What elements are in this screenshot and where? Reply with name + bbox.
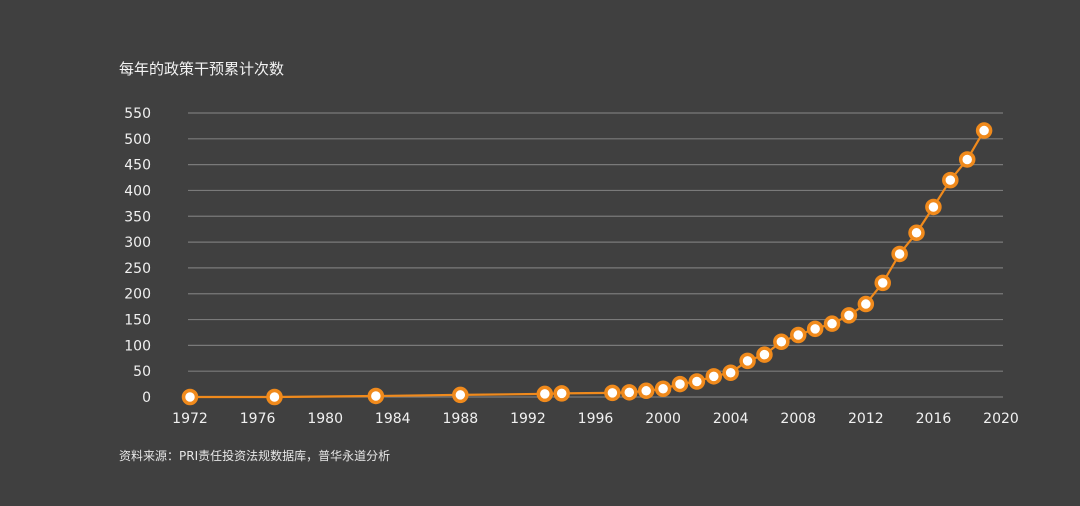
series-line-group — [190, 130, 986, 399]
y-tick-label: 200 — [124, 287, 151, 303]
x-tick-label: 1996 — [578, 411, 614, 427]
data-point-2018 — [958, 151, 976, 168]
data-point-2011 — [840, 307, 858, 324]
data-point-1977 — [266, 388, 283, 406]
data-point-1997 — [604, 384, 621, 402]
data-point-2001 — [671, 375, 689, 393]
data-point-2008 — [790, 326, 807, 344]
data-point-2016 — [925, 198, 942, 216]
series-line — [190, 130, 986, 399]
y-tick-label: 550 — [124, 106, 151, 122]
data-point-2005 — [739, 352, 756, 370]
data-point-1972 — [181, 388, 199, 406]
data-point-1988 — [452, 386, 469, 404]
data-point-2009 — [806, 320, 824, 338]
x-tick-label: 2016 — [916, 411, 952, 427]
y-tick-label: 100 — [124, 338, 151, 354]
y-tick-label: 500 — [124, 132, 151, 148]
data-point-2013 — [874, 274, 891, 292]
x-tick-label: 1988 — [443, 411, 479, 427]
source-note: 资料来源：PRI责任投资法规数据库，普华永道分析 — [119, 449, 391, 463]
data-point-2010 — [823, 315, 841, 332]
x-tick-label: 1984 — [375, 411, 411, 427]
x-tick-label: 2012 — [848, 411, 884, 427]
x-tick-label: 2020 — [983, 411, 1019, 427]
y-tick-label: 0 — [142, 390, 151, 406]
data-point-2006 — [756, 346, 773, 363]
x-tick-label: 1976 — [240, 411, 276, 427]
data-point-1998 — [621, 384, 638, 401]
y-tick-label: 150 — [124, 313, 151, 329]
chart-title: 每年的政策干预累计次数 — [119, 60, 285, 78]
data-point-2004 — [722, 364, 739, 381]
data-point-2012 — [857, 295, 875, 313]
data-points — [181, 122, 993, 406]
data-point-1993 — [536, 385, 554, 403]
x-tick-label: 2008 — [780, 411, 816, 427]
data-point-2017 — [942, 171, 959, 189]
data-point-1994 — [553, 385, 570, 402]
data-point-2019 — [975, 122, 993, 139]
data-point-2002 — [688, 373, 706, 390]
data-point-2000 — [654, 380, 672, 397]
data-point-1983 — [367, 387, 385, 405]
x-tick-label: 2000 — [645, 411, 681, 427]
x-axis-tick-labels: 1972 1976 1980 1984 1988 1992 1996 2000 2004 2008… — [172, 411, 1019, 427]
grid-lines — [188, 112, 1003, 398]
x-tick-label: 1992 — [510, 411, 546, 427]
data-point-2007 — [773, 333, 790, 350]
data-point-2015 — [908, 224, 925, 242]
data-point-2014 — [891, 245, 908, 263]
x-tick-label: 2004 — [713, 411, 749, 427]
y-tick-label: 250 — [124, 261, 151, 277]
y-tick-label: 50 — [133, 364, 151, 380]
y-tick-label: 450 — [124, 158, 151, 174]
data-point-1999 — [637, 382, 655, 400]
x-tick-label: 1980 — [307, 411, 343, 427]
y-tick-label: 300 — [124, 235, 151, 251]
y-tick-label: 350 — [124, 209, 151, 225]
x-tick-label: 1972 — [172, 411, 208, 427]
y-axis-tick-labels: 0 50 100 150 200 250 300 350 400 450 500 550 — [124, 106, 151, 406]
data-point-2003 — [705, 368, 723, 385]
y-tick-label: 400 — [124, 183, 151, 199]
